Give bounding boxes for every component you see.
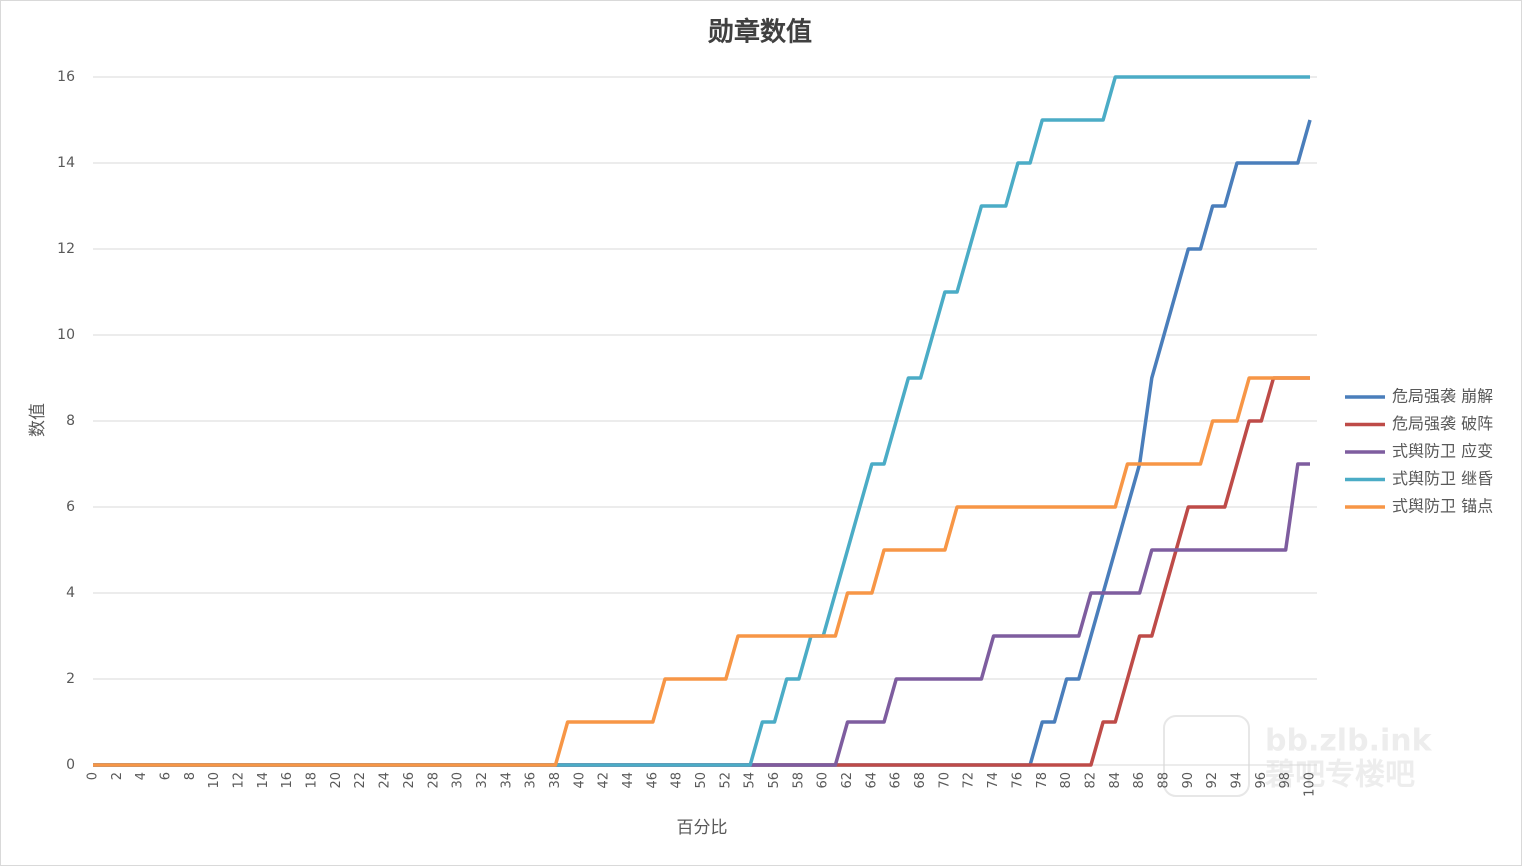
y-tick-label: 6	[66, 499, 75, 515]
watermark-icon	[1163, 715, 1250, 797]
legend-label: 式舆防卫 继昏	[1392, 469, 1493, 488]
watermark: bb.zlb.ink 碧吧专楼吧	[1163, 715, 1433, 797]
x-tick-label: 18	[305, 772, 320, 789]
x-tick-label: 36	[524, 772, 539, 789]
x-tick-label: 6	[159, 772, 174, 780]
x-tick-label: 14	[256, 772, 271, 789]
x-tick-label: 22	[353, 772, 368, 789]
x-tick-label: 28	[426, 772, 441, 789]
y-tick-label: 4	[66, 585, 75, 601]
y-tick-label: 8	[66, 413, 75, 429]
x-tick-label: 82	[1083, 772, 1098, 789]
x-tick-label: 60	[816, 772, 831, 789]
x-tick-label: 12	[232, 772, 247, 789]
x-tick-label: 92	[1205, 772, 1220, 789]
x-tick-label: 38	[548, 772, 563, 789]
x-tick-label: 58	[791, 772, 806, 789]
x-tick-label: 34	[499, 772, 514, 789]
x-tick-label: 42	[597, 772, 612, 789]
x-tick-label: 80	[1059, 772, 1074, 789]
x-tick-label: 70	[937, 772, 952, 789]
legend-label: 式舆防卫 应变	[1392, 442, 1493, 461]
y-tick-label: 12	[57, 241, 75, 257]
legend-label: 危局强袭 崩解	[1392, 387, 1493, 406]
x-tick-label: 48	[670, 772, 685, 789]
x-tick-label: 68	[913, 772, 928, 789]
x-tick-label: 26	[402, 772, 417, 789]
x-axis-label: 百分比	[677, 818, 728, 838]
x-tick-label: 100	[1303, 772, 1318, 797]
x-tick-label: 88	[1156, 772, 1171, 789]
x-tick-label: 86	[1132, 772, 1147, 789]
chart-title: 勋章数值	[707, 17, 812, 48]
x-tick-label: 56	[767, 772, 782, 789]
x-tick-label: 64	[864, 772, 879, 789]
x-tick-label: 30	[451, 772, 466, 789]
x-tick-label: 66	[889, 772, 904, 789]
y-tick-label: 16	[57, 69, 75, 85]
x-tick-label: 76	[1010, 772, 1025, 789]
x-tick-label: 90	[1181, 772, 1196, 789]
x-tick-label: 50	[694, 772, 709, 789]
series-line	[93, 376, 1310, 767]
x-tick-label: 74	[986, 772, 1001, 789]
x-tick-label: 94	[1229, 772, 1244, 789]
x-tick-label: 8	[183, 772, 198, 780]
x-tick-label: 32	[475, 772, 490, 789]
y-axis-label: 数值	[28, 403, 48, 437]
y-tick-label: 10	[57, 327, 75, 343]
x-tick-label: 54	[743, 772, 758, 789]
watermark-text: 碧吧专楼吧	[1265, 758, 1415, 793]
x-tick-label: 20	[329, 772, 344, 789]
x-tick-label: 72	[962, 772, 977, 789]
x-tick-label: 16	[280, 772, 295, 789]
x-tick-label: 40	[572, 772, 587, 789]
x-tick-label: 78	[1035, 772, 1050, 789]
x-tick-label: 10	[207, 772, 222, 789]
x-tick-label: 44	[621, 772, 636, 789]
y-tick-label: 2	[66, 671, 75, 687]
x-tick-label: 46	[645, 772, 660, 789]
legend-label: 危局强袭 破阵	[1392, 414, 1493, 433]
y-tick-label: 0	[66, 757, 75, 773]
x-tick-label: 0	[86, 772, 101, 780]
x-tick-label: 98	[1278, 772, 1293, 789]
x-tick-label: 62	[840, 772, 855, 789]
x-tick-label: 84	[1108, 772, 1123, 789]
x-tick-label: 24	[378, 772, 393, 789]
watermark-text: bb.zlb.ink	[1265, 724, 1433, 759]
x-tick-label: 2	[110, 772, 125, 780]
legend-label: 式舆防卫 锚点	[1392, 497, 1493, 516]
x-tick-label: 96	[1254, 772, 1269, 789]
x-tick-label: 4	[134, 772, 149, 780]
x-tick-label: 52	[718, 772, 733, 789]
y-tick-label: 14	[57, 155, 75, 171]
